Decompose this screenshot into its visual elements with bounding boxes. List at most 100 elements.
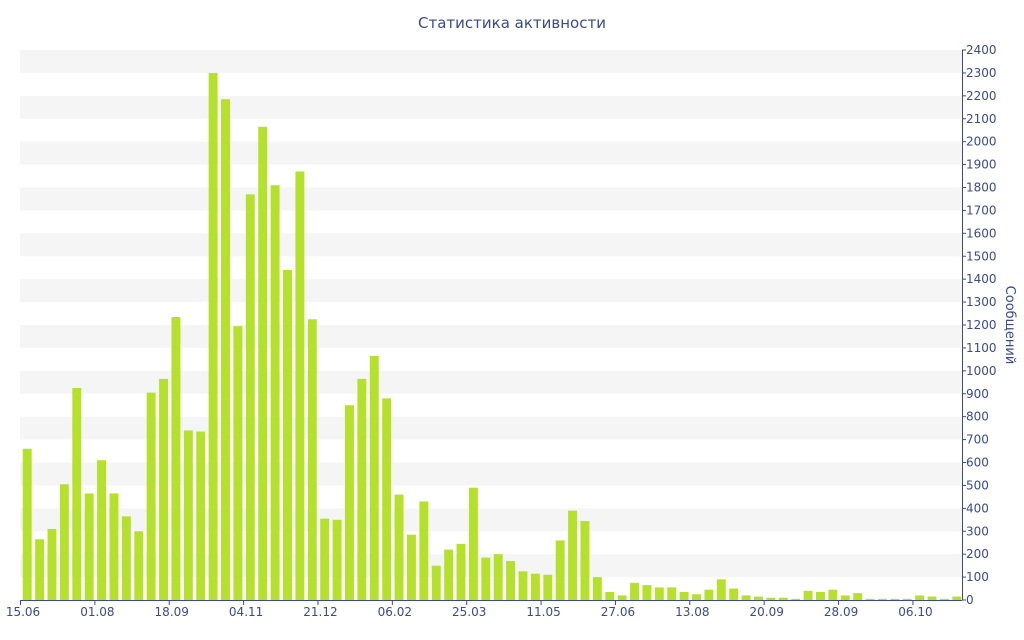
bar [630, 582, 639, 600]
y-tick-label: 800 [966, 410, 989, 424]
bar [803, 590, 813, 600]
bar [716, 579, 726, 601]
y-tick-label: 1300 [966, 295, 997, 309]
bar [171, 316, 181, 600]
bar [543, 574, 553, 600]
grid-band [20, 95, 962, 119]
y-tick-label: 1900 [966, 158, 997, 172]
bars-group [22, 72, 962, 601]
bar [816, 591, 825, 600]
bar [952, 596, 962, 600]
bar [456, 543, 466, 600]
bar [506, 561, 516, 600]
x-tick-label: 04.11 [229, 605, 263, 619]
bar [555, 540, 565, 600]
grid-band [20, 279, 962, 303]
y-tick-label: 1400 [966, 272, 997, 286]
grid-band [20, 508, 962, 532]
bar [518, 571, 528, 600]
x-tick-label: 13.08 [675, 605, 709, 619]
chart-title: Статистика активности [418, 14, 606, 32]
grid-band [20, 325, 962, 348]
y-tick-label: 100 [966, 570, 989, 584]
x-tick-label: 15.06 [6, 605, 40, 619]
bar [221, 99, 230, 601]
grid-band [20, 370, 962, 394]
bar [704, 589, 714, 600]
x-tick-label: 28.09 [824, 605, 858, 619]
grid-band [20, 141, 962, 165]
bar [183, 430, 193, 600]
y-tick-label: 2400 [966, 43, 997, 57]
bar [121, 516, 131, 600]
x-tick-label: 06.10 [898, 605, 932, 619]
bar [394, 494, 404, 600]
y-tick-label: 1800 [966, 181, 997, 195]
bar [406, 534, 416, 600]
bar [667, 587, 677, 600]
bar [270, 185, 280, 600]
bar [295, 171, 305, 600]
y-tick-label: 200 [966, 547, 989, 561]
x-tick-label: 21.12 [303, 605, 337, 619]
bar [357, 378, 367, 600]
bar [134, 531, 144, 600]
bar [468, 487, 478, 600]
bar [778, 597, 788, 600]
y-tick-label: 400 [966, 501, 989, 515]
bar [865, 598, 875, 600]
grid-bands [20, 50, 962, 578]
y-tick-label: 0 [966, 593, 974, 607]
bar [369, 355, 379, 600]
bar [927, 596, 937, 600]
bar [493, 554, 503, 600]
bar [580, 520, 590, 600]
x-tick-label: 18.09 [155, 605, 189, 619]
y-tick-label: 1600 [966, 226, 997, 240]
grid-band [20, 50, 962, 73]
bar [530, 573, 540, 600]
bar [320, 518, 330, 600]
x-tick-label: 11.05 [526, 605, 560, 619]
bar [679, 591, 689, 600]
y-tick-label: 2100 [966, 112, 997, 126]
bar [568, 510, 578, 601]
bar [35, 539, 45, 600]
bar [939, 598, 949, 600]
bar [159, 378, 168, 600]
x-tick-labels: 15.06 01.08 18.09 04.11 21.12 06.02 25.03 11.05… [6, 600, 933, 619]
bar [97, 460, 107, 600]
y-tick-label: 2200 [966, 89, 997, 103]
y-axis-label: Сообщений [1002, 286, 1017, 365]
bar [444, 549, 454, 600]
y-tick-label: 1000 [966, 364, 997, 378]
bar [853, 593, 863, 601]
bar [47, 528, 57, 600]
bar [902, 598, 912, 600]
bar [592, 577, 602, 600]
bar [283, 270, 292, 600]
bar [729, 588, 739, 600]
bar [196, 431, 206, 600]
bar [245, 194, 255, 601]
bar [307, 319, 317, 600]
bar [233, 326, 243, 600]
bar [915, 595, 925, 600]
bar [754, 596, 763, 600]
y-tick-label: 300 [966, 524, 989, 538]
y-tick-label: 500 [966, 478, 989, 492]
bar [654, 587, 664, 600]
x-tick-label: 25.03 [452, 605, 486, 619]
bar [766, 597, 776, 600]
grid-band [20, 462, 962, 486]
bar [109, 493, 119, 600]
bar [59, 484, 69, 600]
bar [208, 72, 218, 601]
bar [84, 493, 94, 600]
bar [840, 595, 850, 600]
bar [22, 448, 32, 600]
bar [692, 594, 701, 600]
bar [382, 398, 392, 600]
